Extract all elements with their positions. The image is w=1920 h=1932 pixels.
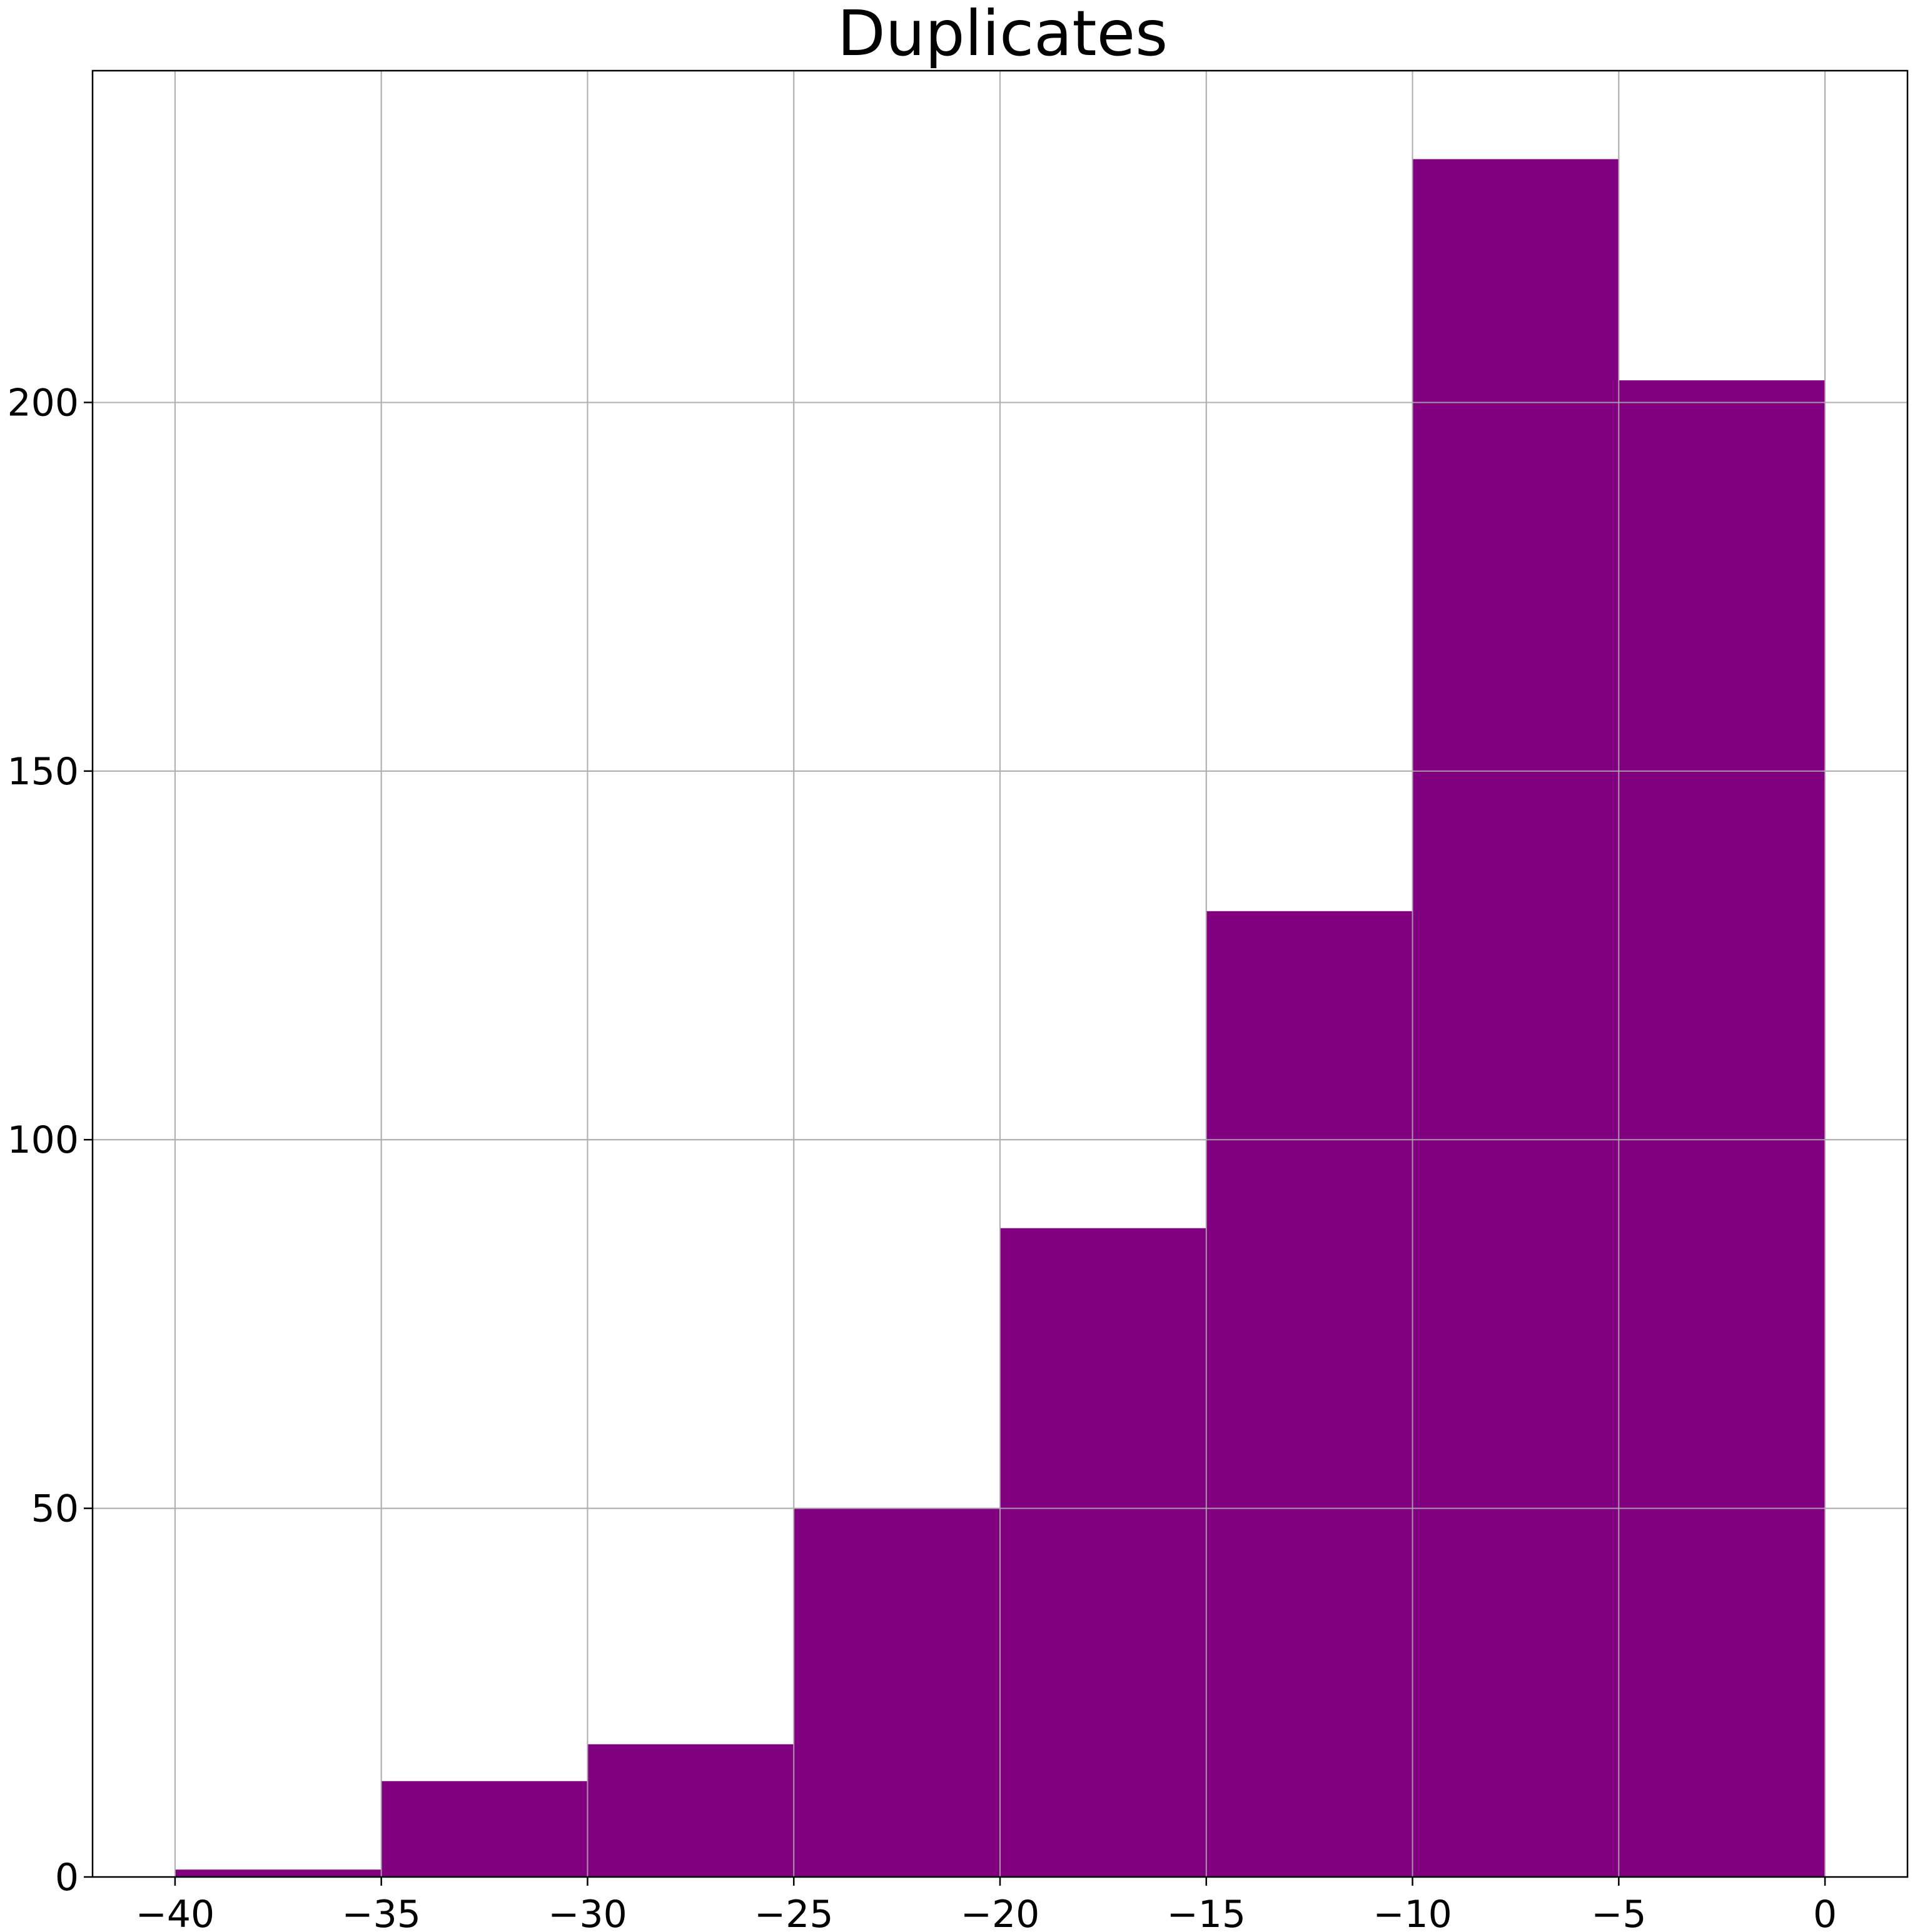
x-tick-label: −40 [136,1893,215,1932]
y-tick-label: 200 [7,381,79,425]
histogram-bar [174,1869,381,1877]
histogram-bar [1619,380,1826,1877]
histogram-bars [93,71,1907,1878]
histogram-bar [1206,911,1413,1877]
y-tick-label: 50 [31,1487,79,1531]
axis-ticks: −40 −35 −30 −25 −20 −15 −10 −5 0 0 50 100 150 200 [7,381,1837,1932]
y-tick-label: 100 [7,1118,79,1162]
histogram-bar [1000,1228,1206,1877]
histogram-bar [1412,159,1619,1877]
x-tick-label: −20 [961,1893,1040,1932]
x-tick-label: −15 [1166,1893,1246,1932]
plot-frame [91,69,1909,1878]
x-tick-label: −35 [341,1893,421,1932]
x-tick-label: −10 [1373,1893,1452,1932]
x-tick-label: −30 [548,1893,627,1932]
chart-title: Duplicates [837,0,1168,70]
histogram-bar [794,1508,1000,1877]
y-tick-label: 150 [7,750,79,794]
x-tick-label: −5 [1591,1893,1646,1932]
x-tick-label: −25 [754,1893,834,1932]
histogram-bar [381,1781,588,1877]
y-tick-label: 0 [55,1856,79,1899]
histogram-bar [587,1744,794,1877]
x-tick-label: 0 [1813,1893,1837,1932]
